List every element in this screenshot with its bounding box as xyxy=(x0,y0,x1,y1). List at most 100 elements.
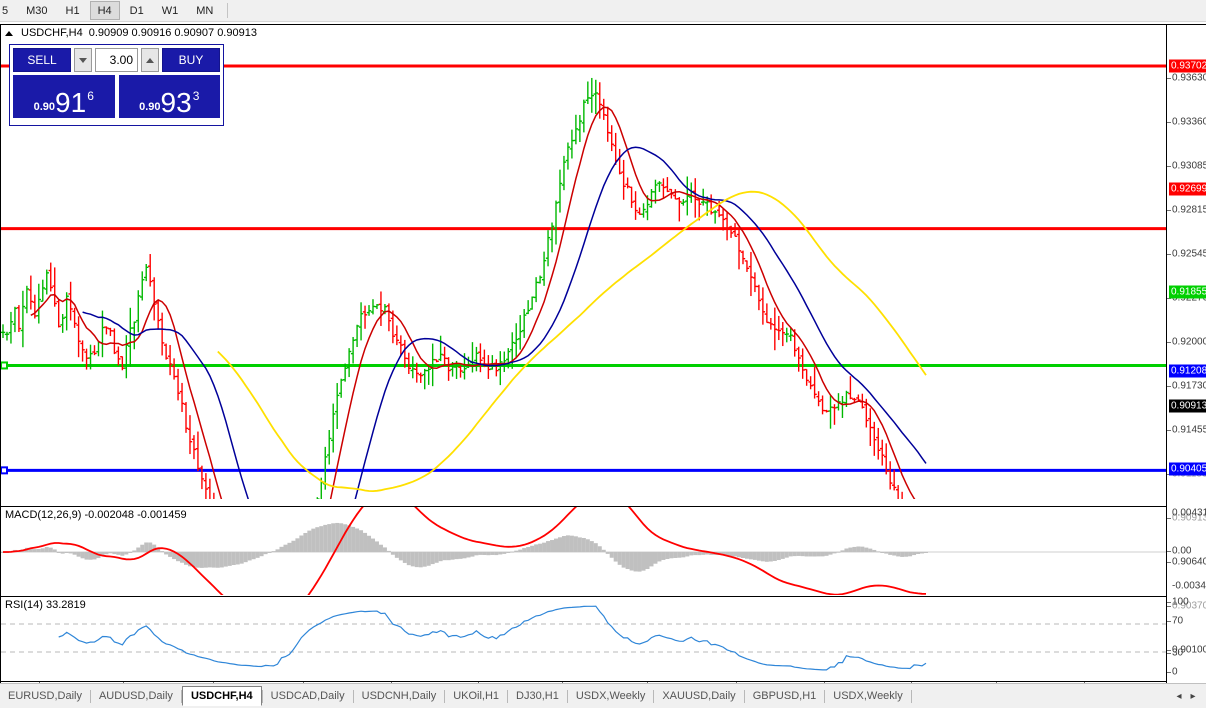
price-scale-label: 0.92815 xyxy=(1172,204,1206,216)
chart-header: USDCHF,H4 0.90909 0.90916 0.90907 0.9091… xyxy=(1,25,257,41)
rsi-scale-label: 30 xyxy=(1172,647,1184,659)
chart-symbol-label: USDCHF,H4 xyxy=(21,27,83,39)
price-tag-red[interactable]: 0.93702 xyxy=(1169,59,1206,73)
toolbar-empty-area xyxy=(233,0,1206,21)
rsi-scale-label: 70 xyxy=(1172,615,1184,627)
timeframe-toolbar: 5 M30 H1 H4 D1 W1 MN xyxy=(0,0,1206,22)
price-tag-black[interactable]: 0.90913 xyxy=(1169,399,1206,413)
collapse-triangle-icon[interactable] xyxy=(5,30,13,36)
macd-title: MACD(12,26,9) -0.002048 -0.001459 xyxy=(5,509,187,521)
chart-window: USDCHF,H4 0.90909 0.90916 0.90907 0.9091… xyxy=(0,24,1206,701)
buy-price-prefix: 0.90 xyxy=(139,101,161,113)
buy-price-fraction: 3 xyxy=(192,89,200,103)
price-scale-tick xyxy=(1167,650,1171,651)
price-scale-tick xyxy=(1167,430,1171,431)
macd-chart-svg xyxy=(1,507,1166,595)
sell-price-display[interactable]: 0.90 91 6 xyxy=(13,75,115,118)
rsi-scale-tick xyxy=(1167,602,1171,603)
chart-tab-xauusd-daily[interactable]: XAUUSD,Daily xyxy=(662,690,736,702)
macd-scale-label: 0.00 xyxy=(1172,545,1192,557)
timeframe-button-w1[interactable]: W1 xyxy=(161,4,179,17)
price-tag-blue[interactable]: 0.90405 xyxy=(1169,462,1206,476)
macd-scale-label: 0.00431 xyxy=(1172,507,1206,519)
rsi-scale-tick xyxy=(1167,653,1171,654)
rsi-line xyxy=(58,605,927,671)
price-scale-label: 0.90640 xyxy=(1172,556,1206,568)
price-scale-tick xyxy=(1167,78,1171,79)
chart-tab-dj30-h1[interactable]: DJ30,H1 xyxy=(516,690,559,702)
buy-price-main: 93 xyxy=(160,87,192,118)
chart-tab-eurusd-daily[interactable]: EURUSD,Daily xyxy=(8,690,82,702)
price-scale-label: 0.91455 xyxy=(1172,424,1206,436)
chart-ohlc-values: 0.90909 0.90916 0.90907 0.90913 xyxy=(88,27,257,39)
price-scale[interactable]: 0.936300.933600.930850.928150.925450.922… xyxy=(1166,25,1206,683)
toolbar-separator xyxy=(227,3,229,18)
tab-separator xyxy=(180,689,182,703)
price-scale-tick xyxy=(1167,518,1171,519)
tab-separator xyxy=(507,689,509,703)
price-scale-tick xyxy=(1167,254,1171,255)
volume-input[interactable]: 3.00 xyxy=(95,48,138,72)
chart-tab-usdchf-h4[interactable]: USDCHF,H4 xyxy=(181,686,262,706)
volume-decrease-button[interactable] xyxy=(74,48,92,72)
price-scale-tick xyxy=(1167,562,1171,563)
price-scale-label: 0.93360 xyxy=(1172,116,1206,128)
price-scale-tick xyxy=(1167,166,1171,167)
price-chart-svg xyxy=(1,64,1166,499)
macd-scale-tick xyxy=(1167,551,1171,552)
sell-price-main: 91 xyxy=(55,87,87,118)
tab-separator xyxy=(444,689,446,703)
price-scale-label: 0.91730 xyxy=(1172,380,1206,392)
chart-tab-gbpusd-h1[interactable]: GBPUSD,H1 xyxy=(752,690,817,702)
chevron-down-icon xyxy=(79,57,87,63)
timeframe-button-d1[interactable]: D1 xyxy=(129,4,144,17)
price-scale-label: 0.93085 xyxy=(1172,160,1206,172)
rsi-scale-tick xyxy=(1167,672,1171,673)
chevron-up-icon xyxy=(146,57,154,63)
rsi-indicator-pane[interactable]: RSI(14) 33.2819 xyxy=(1,596,1166,681)
buy-button[interactable]: BUY xyxy=(162,48,220,72)
price-tag-red[interactable]: 0.92699 xyxy=(1169,182,1206,196)
timeframe-button-h4[interactable]: H4 xyxy=(89,1,120,20)
tab-separator xyxy=(910,689,912,703)
ohlc-bars xyxy=(1,77,903,499)
price-scale-label: 0.92000 xyxy=(1172,336,1206,348)
price-scale-tick xyxy=(1167,298,1171,299)
tab-separator xyxy=(89,689,91,703)
timeframe-button-h1[interactable]: H1 xyxy=(65,4,80,17)
level-handle[interactable] xyxy=(1,361,8,370)
chart-tab-usdcad-daily[interactable]: USDCAD,Daily xyxy=(270,690,345,702)
ma-slow-line xyxy=(217,190,927,493)
price-scale-tick xyxy=(1167,210,1171,211)
price-scale-label: 0.90913 xyxy=(1172,512,1206,524)
tab-separator xyxy=(824,689,826,703)
rsi-scale-tick xyxy=(1167,621,1171,622)
timeframe-button-5[interactable]: 5 xyxy=(2,4,9,17)
chart-tab-audusd-daily[interactable]: AUDUSD,Daily xyxy=(98,690,173,702)
tab-separator xyxy=(743,689,745,703)
price-scale-tick xyxy=(1167,342,1171,343)
macd-indicator-pane[interactable]: MACD(12,26,9) -0.002048 -0.001459 xyxy=(1,506,1166,595)
price-tag-green[interactable]: 0.91855 xyxy=(1169,285,1206,299)
macd-signal-line xyxy=(3,507,927,595)
price-tag-blue[interactable]: 0.91208 xyxy=(1169,364,1206,378)
buy-price-display[interactable]: 0.90 93 3 xyxy=(118,75,220,118)
level-handle[interactable] xyxy=(1,466,8,475)
chart-tab-usdx-weekly[interactable]: USDX,Weekly xyxy=(575,690,646,702)
macd-scale-label: -0.003405 xyxy=(1172,580,1206,592)
timeframe-button-m30[interactable]: M30 xyxy=(26,4,48,17)
one-click-trading-panel[interactable]: SELL 3.00 BUY 0.90 91 6 0.90 93 3 xyxy=(9,44,224,126)
timeframe-button-mn[interactable]: MN xyxy=(196,4,214,17)
price-scale-label: 0.90370 xyxy=(1172,600,1206,612)
ma-fast-line xyxy=(30,106,916,499)
tab-scroll-left-icon[interactable]: ◂ xyxy=(1176,690,1182,702)
chart-tab-ukoil-h1[interactable]: UKOil,H1 xyxy=(453,690,500,702)
chart-tab-usdx-weekly[interactable]: USDX,Weekly xyxy=(833,690,903,702)
chart-tab-usdcnh-daily[interactable]: USDCNH,Daily xyxy=(361,690,437,702)
price-scale-tick xyxy=(1167,386,1171,387)
sell-button[interactable]: SELL xyxy=(13,48,71,72)
tab-scroll-right-icon[interactable]: ▸ xyxy=(1190,690,1196,702)
chart-tab-bar: EURUSD,Daily AUDUSD,Daily USDCHF,H4 USDCAD,… xyxy=(0,683,1206,708)
price-chart-pane[interactable] xyxy=(1,41,1166,499)
volume-increase-button[interactable] xyxy=(141,48,159,72)
